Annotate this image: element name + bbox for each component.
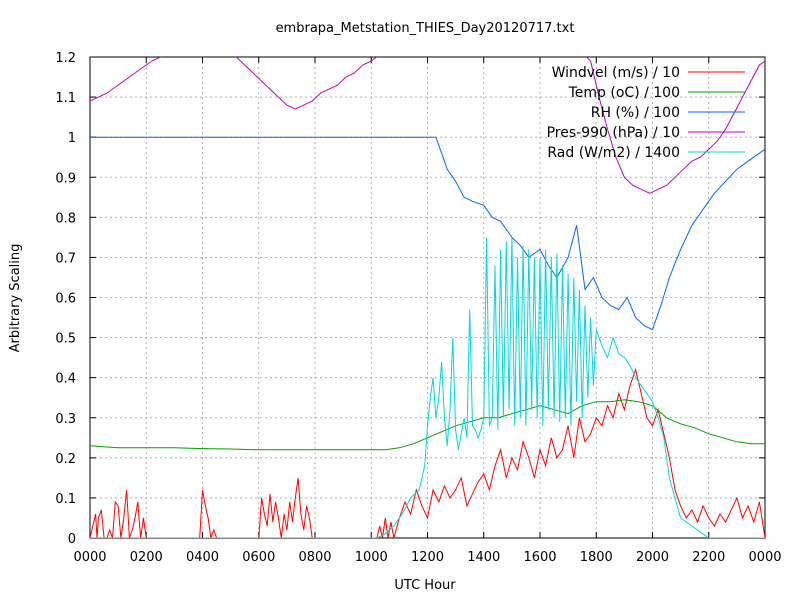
y-tick-label-1: 0.1 [55, 492, 76, 507]
x-tick-label-1: 0200 [130, 550, 163, 565]
series-line-rad-w-m2-1400 [90, 237, 765, 538]
x-tick-label-6: 1200 [411, 550, 444, 565]
y-tick-label-3: 0.3 [55, 412, 76, 427]
y-tick-label-4: 0.4 [55, 372, 76, 387]
y-tick-label-6: 0.6 [55, 292, 76, 307]
series-line-windvel-m-s-10 [90, 367, 765, 538]
legend: Windvel (m/s) / 10 Temp (oC) / 100 RH (%) … [547, 65, 745, 161]
y-tick-label-9: 0.9 [55, 171, 76, 186]
legend-label-rad-w-m2-1400: Rad (W/m2) / 1400 [547, 145, 680, 161]
legend-label-pres-990-hpa-10: Pres-990 (hPa) / 10 [547, 125, 680, 141]
series-line-pres-990-hpa-10 [90, 57, 765, 194]
x-tick-label-8: 1600 [523, 550, 556, 565]
y-tick-label-5: 0.5 [55, 332, 76, 347]
y-tick-label-11: 1.1 [55, 91, 76, 106]
y-tick-label-0: 0 [68, 532, 76, 547]
x-tick-label-0: 0000 [73, 550, 106, 565]
legend-label-windvel-m-s-10: Windvel (m/s) / 10 [552, 65, 680, 81]
chart-title: embrapa_Metstation_THIES_Day20120717.txt [276, 21, 575, 36]
legend-label-temp-oc-100: Temp (oC) / 100 [568, 85, 680, 101]
y-tick-label-8: 0.8 [55, 211, 76, 226]
y-tick-label-2: 0.2 [55, 452, 76, 467]
x-tick-label-7: 1400 [467, 550, 500, 565]
legend-label-rh-100: RH (%) / 100 [591, 105, 680, 121]
y-tick-label-10: 1 [68, 131, 76, 146]
x-tick-label-3: 0600 [242, 550, 275, 565]
y-tick-label-7: 0.7 [55, 251, 76, 266]
x-tick-label-10: 2000 [636, 550, 669, 565]
x-tick-label-2: 0400 [186, 550, 219, 565]
x-tick-label-5: 1000 [355, 550, 388, 565]
x-tick-label-12: 0000 [748, 550, 781, 565]
series-lines [90, 57, 765, 538]
y-tick-label-12: 1.2 [55, 51, 76, 66]
axes: 0000 0200 0400 0600 0800 1000 1200 1400 1600 1800… [55, 51, 781, 565]
x-tick-label-9: 1800 [580, 550, 613, 565]
x-tick-label-4: 0800 [298, 550, 331, 565]
y-axis-label: Arbitrary Scaling [8, 244, 23, 353]
x-tick-label-11: 2200 [692, 550, 725, 565]
x-axis-label: UTC Hour [394, 578, 456, 593]
